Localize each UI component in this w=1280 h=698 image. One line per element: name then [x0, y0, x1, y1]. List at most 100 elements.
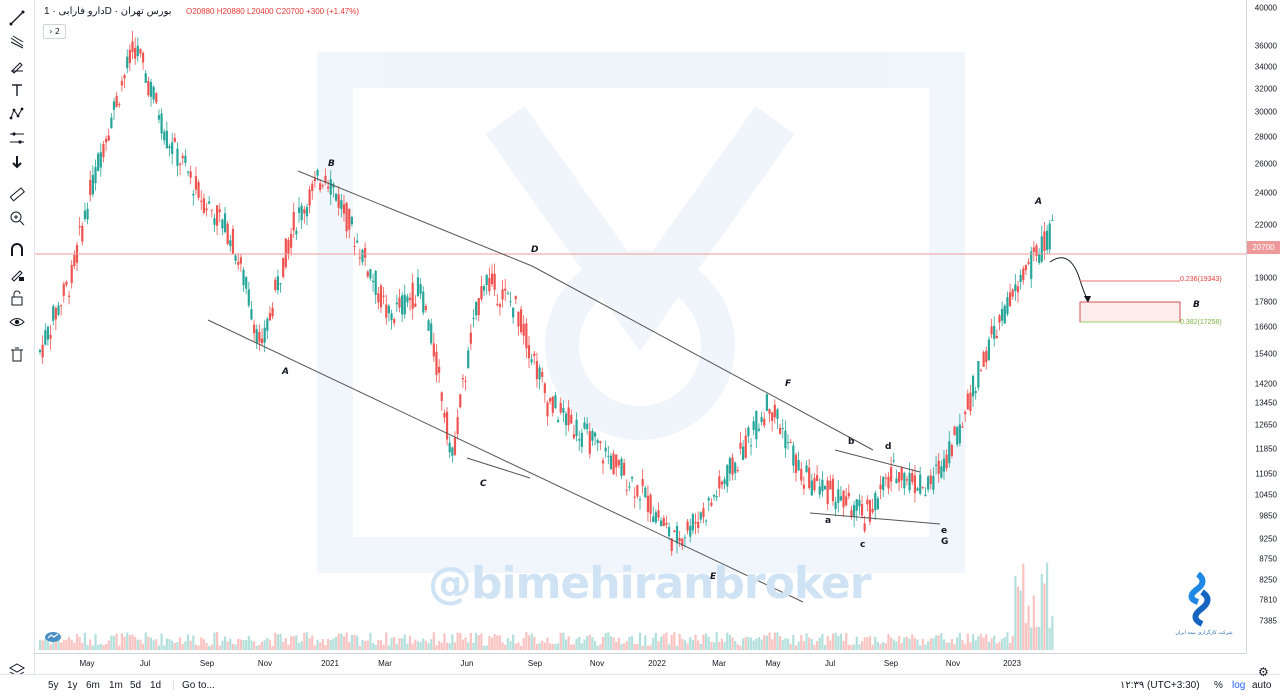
price-tick: 9850: [1259, 511, 1277, 521]
volume-bar: [477, 635, 480, 650]
candle-body: [884, 477, 887, 479]
candle-body: [327, 186, 330, 189]
candle-body: [112, 101, 116, 110]
ruler-icon[interactable]: [7, 184, 27, 204]
candle-body: [297, 207, 301, 213]
volume-bar: [636, 643, 639, 650]
settings-gear-icon[interactable]: ⚙: [1258, 665, 1269, 679]
candle-body: [771, 412, 774, 421]
pitchfork-icon[interactable]: [7, 32, 27, 52]
range-1d[interactable]: 1d: [150, 680, 162, 691]
candle-body: [200, 200, 203, 202]
candle-body: [247, 289, 250, 306]
time-tick: Jul: [824, 659, 836, 668]
range-6m[interactable]: 6m: [86, 680, 100, 691]
symbol-label[interactable]: دارو فارابی · 1D · بورس تهران: [44, 6, 172, 17]
percent-toggle[interactable]: %: [1214, 680, 1223, 691]
candle-body: [863, 523, 866, 532]
lock-drawings-icon[interactable]: [7, 264, 27, 284]
candle-body: [1051, 219, 1054, 221]
price-tick: 36000: [1254, 41, 1277, 51]
candle-body: [765, 394, 768, 411]
volume-bar: [887, 633, 890, 650]
broker-name: شرکت کارگزاری بیمه ایران: [1175, 630, 1233, 636]
volume-bar: [731, 637, 734, 650]
volume-bar: [144, 632, 147, 650]
eye-icon[interactable]: [7, 312, 27, 332]
candle-body: [268, 312, 272, 321]
range-5d[interactable]: 5d: [130, 680, 142, 691]
volume-bar: [401, 638, 404, 650]
price-axis[interactable]: 40000 36000 34000 32000 30000 28000 26000 24000…: [1246, 0, 1280, 653]
volume-bar: [966, 633, 969, 650]
goto-button[interactable]: Go to...: [182, 680, 215, 691]
volume-bar: [1006, 632, 1009, 650]
candle-body: [237, 261, 240, 265]
trend-line-icon[interactable]: [7, 8, 27, 28]
candle-body: [816, 475, 819, 481]
range-5y[interactable]: 5y: [48, 680, 59, 691]
volume-bar: [168, 639, 171, 650]
candle-body: [662, 518, 665, 527]
volume-bar: [884, 643, 887, 650]
prediction-icon[interactable]: [7, 128, 27, 148]
candle-body: [731, 457, 734, 475]
volume-bar: [826, 635, 829, 650]
volume-bar: [123, 636, 126, 650]
candle-body: [747, 427, 750, 437]
volume-bar: [83, 632, 87, 650]
volume-bar: [855, 636, 858, 650]
volume-bar: [1045, 562, 1049, 650]
volume-bar: [1011, 636, 1014, 650]
volume-bar: [102, 645, 105, 650]
volume-bar: [1014, 575, 1017, 650]
volume-bar: [897, 636, 901, 650]
magnet-icon[interactable]: [7, 240, 27, 260]
volume-bar: [765, 635, 768, 650]
volume-bar: [253, 641, 256, 650]
volume-bar: [771, 639, 774, 650]
candle-body: [665, 522, 668, 525]
clock[interactable]: ۱۲:۳۹ (UTC+3:30): [1120, 680, 1200, 691]
volume-bar: [353, 634, 356, 650]
lock-icon[interactable]: [7, 288, 27, 308]
log-toggle[interactable]: log: [1232, 680, 1246, 691]
candle-body: [564, 413, 568, 426]
brush-icon[interactable]: [7, 56, 27, 76]
bottom-toolbar: 5y 1y 6m 1m 5d 1d | Go to... ۱۲:۳۹ (UTC+…: [0, 665, 1280, 698]
volume-bar: [535, 644, 539, 650]
volume-bar: [882, 642, 885, 650]
collapse-legend-button[interactable]: › 2: [43, 24, 66, 39]
auto-toggle[interactable]: auto: [1252, 680, 1272, 691]
arrow-down-icon[interactable]: [7, 152, 27, 172]
volume-bar: [226, 641, 229, 650]
volume-bar: [591, 637, 594, 650]
candle-body: [229, 240, 232, 247]
text-icon[interactable]: [7, 80, 27, 100]
pattern-icon[interactable]: [7, 104, 27, 124]
price-tick: 24000: [1254, 188, 1277, 198]
volume-bar: [408, 635, 412, 650]
candle-body: [720, 481, 724, 485]
candle-body: [966, 393, 969, 410]
range-1y[interactable]: 1y: [67, 680, 78, 691]
candle-body: [723, 479, 726, 484]
volume-bar: [657, 641, 660, 650]
volume-bar: [364, 641, 367, 650]
volume-bar: [438, 641, 441, 650]
cloud-icon[interactable]: [43, 628, 63, 642]
time-axis[interactable]: May Jul Sep Nov 2021 Mar Jun Sep Nov 2022 Mar May Ju…: [35, 653, 1246, 675]
candle-body: [689, 525, 692, 537]
candle-body: [334, 193, 338, 201]
candle-body: [131, 41, 134, 53]
range-1m[interactable]: 1m: [109, 680, 123, 691]
candle-body: [630, 477, 634, 479]
candle-body: [160, 113, 163, 134]
volume-bar: [255, 645, 258, 650]
volume-bar: [358, 645, 361, 650]
zoom-in-icon[interactable]: [7, 208, 27, 228]
wave-label: a: [825, 516, 831, 526]
trash-icon[interactable]: [7, 344, 27, 364]
price-chart[interactable]: B A C D E Fb d a c eG A: [35, 0, 1246, 653]
